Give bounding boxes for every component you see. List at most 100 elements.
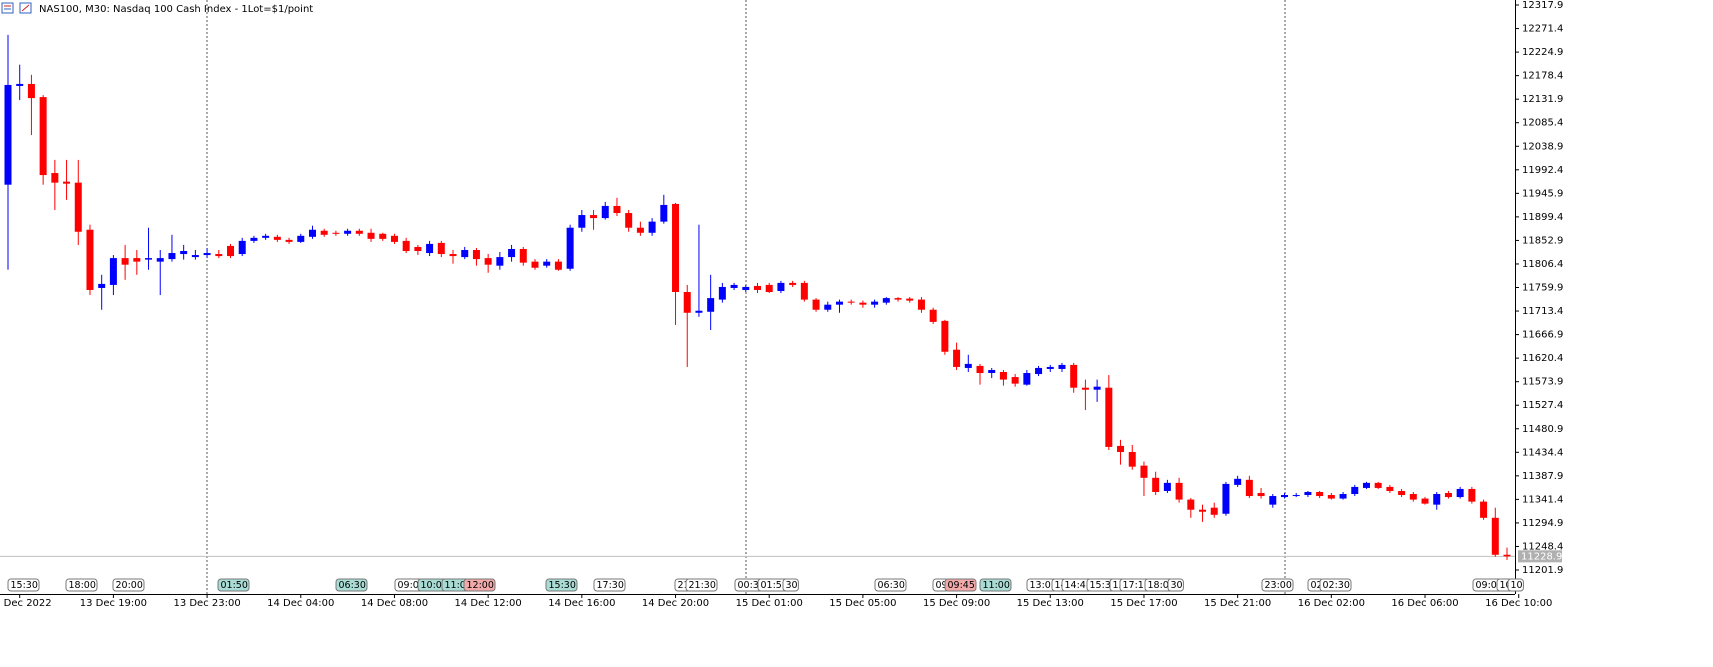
candle-body [835,301,843,305]
candle-body [1011,377,1019,384]
time-marker [593,578,626,592]
candle-body [894,298,902,300]
time-marker-label: 02:30 [1323,580,1350,591]
candle-body [1257,493,1265,497]
y-tick-label: 11294.9 [1522,518,1563,529]
candle-body [941,320,949,352]
y-tick-label: 11852.9 [1522,235,1563,246]
time-marker-label: 09 [936,580,948,591]
x-tick-label: 15 Dec 21:00 [1204,598,1271,609]
x-tick-label: 16 Dec 06:00 [1391,598,1458,609]
candle-body [51,173,59,183]
time-marker [979,578,1012,592]
time-marker [335,578,368,592]
time-marker [112,578,145,592]
candle-body [566,227,574,269]
y-tick-label: 12224.9 [1522,47,1563,58]
y-tick-label: 12038.9 [1522,141,1563,152]
time-marker-label: 20:00 [116,580,143,591]
candle-body [1046,366,1054,369]
time-marker-label: 11:00 [983,580,1010,591]
candle-body [508,248,516,258]
candle-body [285,239,293,242]
x-tick-label: 15 Dec 13:00 [1017,598,1084,609]
time-marker-label: 10 [1511,580,1523,591]
y-tick-label: 11992.4 [1522,165,1563,176]
y-tick-label: 12085.4 [1522,118,1563,129]
candle-body [1070,364,1078,388]
candle-body [1374,482,1382,488]
candle-body [1245,479,1253,497]
time-marker-label: 10:00 [421,580,448,591]
time-marker-label: 15:30 [1090,580,1117,591]
candle-body [4,84,12,185]
candle-body [1081,387,1089,390]
candle-body [988,369,996,374]
candle-body [414,246,422,252]
candle-body [379,233,387,239]
candle-body [402,240,410,252]
time-marker [65,578,98,592]
x-tick-label: 13 Dec 2022 [0,598,52,609]
candle-body [718,286,726,300]
candle-body [1152,477,1160,492]
y-tick-label: 12131.9 [1522,94,1563,105]
candle-body [74,182,82,232]
x-tick-label: 15 Dec 05:00 [829,598,896,609]
candle-body [707,298,715,312]
time-marker-label: 18:00 [1148,580,1175,591]
y-tick-label: 11573.9 [1522,377,1563,388]
candle-body [449,254,457,257]
candle-body [1409,494,1417,500]
y-tick-label: 11434.4 [1522,447,1563,458]
candle-body [332,232,340,234]
y-tick-label: 12271.4 [1522,24,1563,35]
y-tick-label: 11248.4 [1522,541,1563,552]
x-tick-label: 14 Dec 12:00 [455,598,522,609]
candle-body [847,301,855,303]
time-marker-label: 11:00 [445,580,472,591]
candle-body [1421,498,1429,504]
candle-body [601,205,609,219]
candle-body [1058,364,1066,369]
candle-body [355,230,363,234]
candle-body [1456,488,1464,498]
time-marker-label: 15:30 [11,580,38,591]
time-marker [944,578,977,592]
time-marker-label: 17:15 [1123,580,1150,591]
candle-body [16,83,24,86]
candle-body [39,97,47,176]
candle-body [1292,495,1300,497]
candle-body [590,215,598,219]
candle-body [812,299,820,310]
candle-body [906,298,914,301]
candle-body [964,363,972,368]
x-tick-label: 14 Dec 16:00 [548,598,615,609]
y-tick-label: 12178.4 [1522,71,1563,82]
candle-body [1398,490,1406,496]
y-tick-label: 11387.9 [1522,471,1563,482]
y-tick-label: 11666.9 [1522,330,1563,341]
y-tick-label: 11527.4 [1522,400,1563,411]
y-tick-label: 11899.4 [1522,212,1563,223]
time-marker-label: 12:00 [467,580,494,591]
icon [21,4,30,12]
time-marker-label: 06:30 [878,580,905,591]
time-marker [1167,578,1184,592]
candle-body [426,243,434,254]
candle-body [1433,494,1441,505]
candle-body [461,249,469,258]
time-marker-label: 17:30 [597,580,624,591]
candle-body [484,258,492,265]
candle-body [730,284,738,288]
candle-body [1503,554,1511,557]
candle-body [531,261,539,268]
y-tick-label: 11713.4 [1522,306,1563,317]
time-marker-label: 01:50 [221,580,248,591]
x-tick-label: 13 Dec 23:00 [173,598,240,609]
candle-body [777,282,785,292]
candle-body [437,242,445,255]
candle-body [1140,465,1148,478]
candle-body [98,283,106,288]
